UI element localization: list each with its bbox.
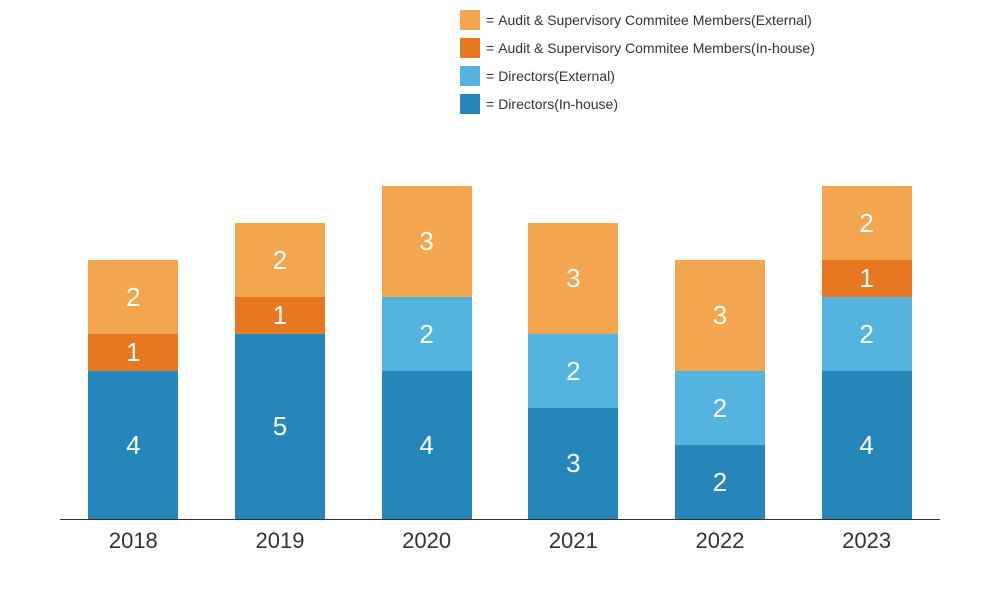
legend-swatch xyxy=(460,94,480,114)
bar-segment-aud_in: 1 xyxy=(235,297,325,334)
bar-segment-dir_ex: 2 xyxy=(528,334,618,408)
bar-group: 323 xyxy=(528,223,618,519)
bar-group: 423 xyxy=(382,186,472,519)
bar-group: 412 xyxy=(88,260,178,519)
bar-segment-aud_ex: 2 xyxy=(88,260,178,334)
x-axis-label: 2021 xyxy=(528,528,618,554)
bar-segment-aud_ex: 2 xyxy=(822,186,912,260)
plot-area: 4125124233232234212 xyxy=(60,150,940,520)
bar-segment-dir_in: 5 xyxy=(235,334,325,519)
bar-group: 223 xyxy=(675,260,765,519)
bar-segment-dir_in: 4 xyxy=(822,371,912,519)
bar-segment-dir_ex: 2 xyxy=(822,297,912,371)
legend-item-audit-inhouse: = Audit & Supervisory Commitee Members(I… xyxy=(460,38,940,58)
x-axis: 2018 2019 2020 2021 2022 2023 xyxy=(60,528,940,554)
bar-group: 512 xyxy=(235,223,325,519)
board-composition-chart: = Audit & Supervisory Commitee Members(E… xyxy=(60,10,940,570)
bar-segment-dir_in: 2 xyxy=(675,445,765,519)
bar-segment-dir_in: 4 xyxy=(382,371,472,519)
legend-label: Audit & Supervisory Commitee Members(Ext… xyxy=(498,12,812,28)
legend-swatch xyxy=(460,38,480,58)
bar-segment-dir_in: 3 xyxy=(528,408,618,519)
bar-segment-aud_ex: 3 xyxy=(382,186,472,297)
legend-item-directors-inhouse: = Directors(In-house) xyxy=(460,94,940,114)
bar-segment-aud_in: 1 xyxy=(822,260,912,297)
legend-swatch xyxy=(460,10,480,30)
legend-swatch xyxy=(460,66,480,86)
bar-segment-aud_in: 1 xyxy=(88,334,178,371)
bar-segment-dir_ex: 2 xyxy=(675,371,765,445)
x-axis-label: 2020 xyxy=(382,528,472,554)
x-axis-label: 2019 xyxy=(235,528,325,554)
legend-item-audit-external: = Audit & Supervisory Commitee Members(E… xyxy=(460,10,940,30)
legend-label: Directors(In-house) xyxy=(498,96,618,112)
x-axis-label: 2022 xyxy=(675,528,765,554)
x-axis-label: 2018 xyxy=(88,528,178,554)
x-axis-label: 2023 xyxy=(822,528,912,554)
bar-group: 4212 xyxy=(822,186,912,519)
bar-segment-dir_in: 4 xyxy=(88,371,178,519)
legend-label: Directors(External) xyxy=(498,68,615,84)
bar-segment-aud_ex: 2 xyxy=(235,223,325,297)
bar-segment-aud_ex: 3 xyxy=(528,223,618,334)
legend: = Audit & Supervisory Commitee Members(E… xyxy=(460,10,940,122)
legend-label: Audit & Supervisory Commitee Members(In-… xyxy=(498,40,815,56)
bar-segment-aud_ex: 3 xyxy=(675,260,765,371)
legend-item-directors-external: = Directors(External) xyxy=(460,66,940,86)
bar-segment-dir_ex: 2 xyxy=(382,297,472,371)
